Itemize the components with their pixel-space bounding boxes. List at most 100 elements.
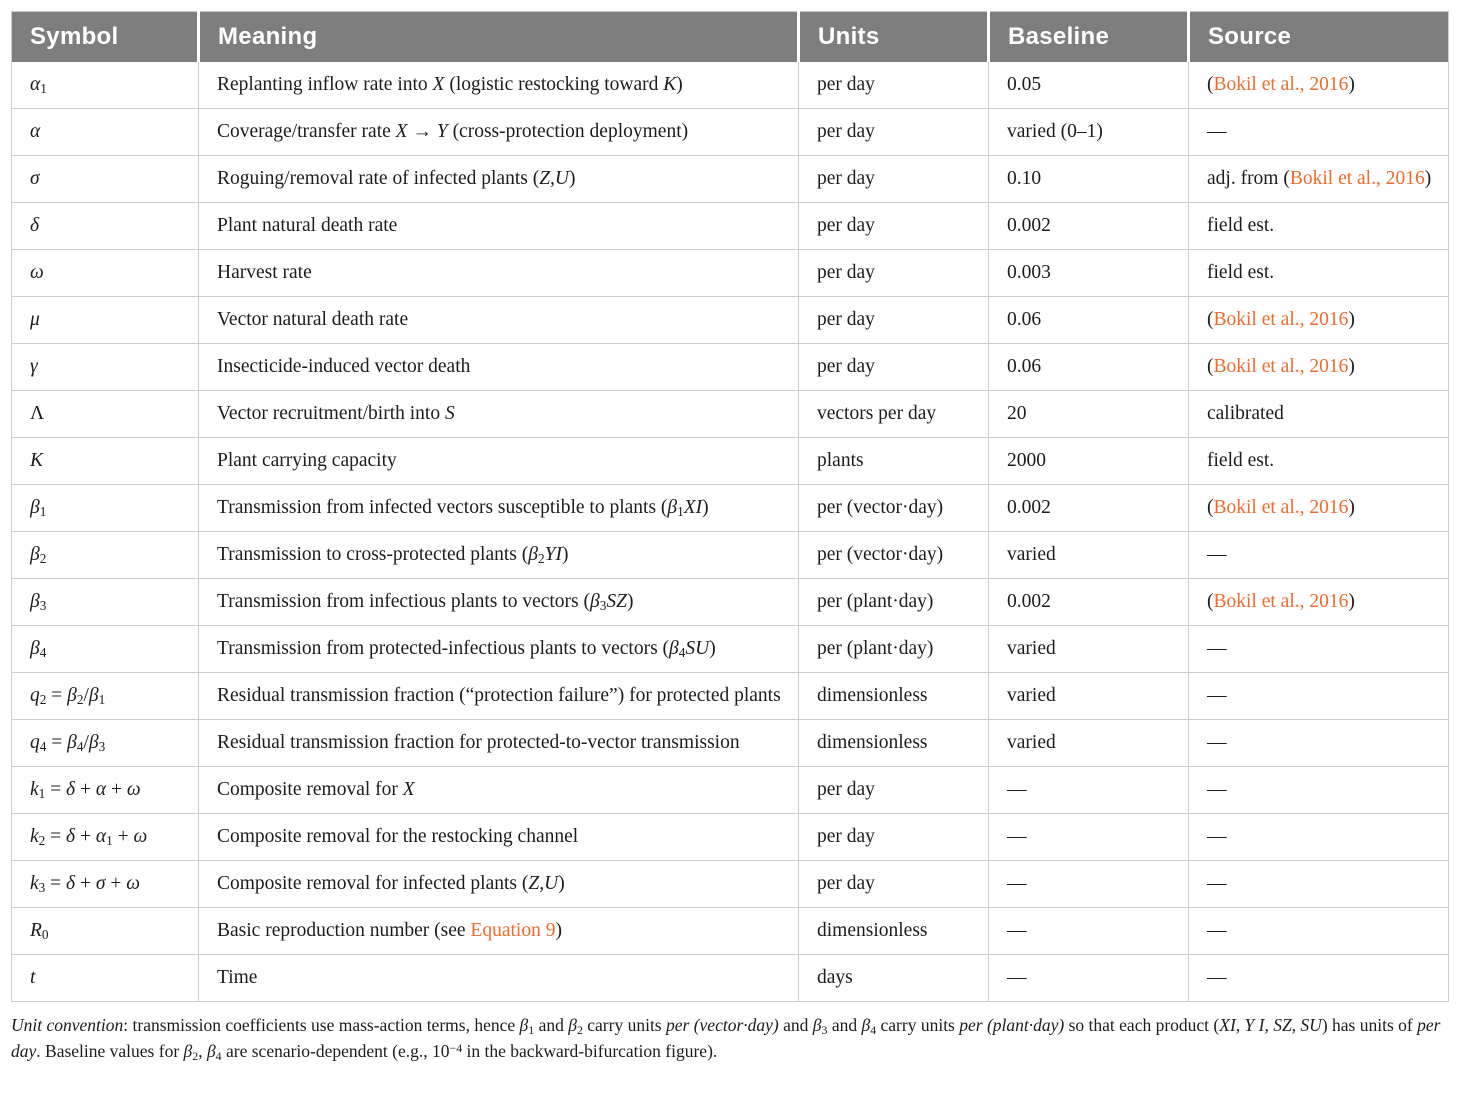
table-row: q2 = β2/β1 Residual transmission fraction… <box>11 672 1449 720</box>
cell-symbol: α1 <box>11 62 199 109</box>
cell-symbol: Λ <box>11 390 199 438</box>
table-row: β4 Transmission from protected-infectious… <box>11 625 1449 673</box>
cell-source: (Bokil et al., 2016) <box>1188 343 1449 391</box>
cell-baseline: — <box>988 907 1189 955</box>
table-row: k2 = δ + α1 + ω Composite removal for the… <box>11 813 1449 861</box>
table-row: q4 = β4/β3 Residual transmission fraction… <box>11 719 1449 767</box>
cell-source: — <box>1188 531 1449 579</box>
cell-baseline: varied <box>988 719 1189 767</box>
cell-symbol: t <box>11 954 199 1002</box>
cell-baseline: varied <box>988 625 1189 673</box>
cell-baseline: 0.05 <box>988 62 1189 109</box>
table-footnote: Unit convention: transmission coefficien… <box>11 1015 1441 1063</box>
cell-units: per day <box>798 249 989 297</box>
cell-meaning: Vector natural death rate <box>198 296 799 344</box>
cell-units: per day <box>798 813 989 861</box>
cell-source: — <box>1188 954 1449 1002</box>
cell-baseline: — <box>988 954 1189 1002</box>
cell-symbol: k3 = δ + σ + ω <box>11 860 199 908</box>
cell-source: field est. <box>1188 202 1449 250</box>
cell-meaning: Harvest rate <box>198 249 799 297</box>
cell-source: (Bokil et al., 2016) <box>1188 484 1449 532</box>
cell-meaning: Transmission from infected vectors susce… <box>198 484 799 532</box>
cell-source: (Bokil et al., 2016) <box>1188 296 1449 344</box>
cell-symbol: β2 <box>11 531 199 579</box>
cell-baseline: 0.003 <box>988 249 1189 297</box>
cell-units: per (vector·day) <box>798 484 989 532</box>
cell-meaning: Vector recruitment/birth into S <box>198 390 799 438</box>
citation-link[interactable]: Bokil et al., 2016 <box>1213 74 1349 95</box>
table-row: α Coverage/transfer rate X → Y (cross-pro… <box>11 108 1449 156</box>
cell-baseline: 0.10 <box>988 155 1189 203</box>
cell-baseline: 0.002 <box>988 484 1189 532</box>
cell-units: dimensionless <box>798 672 989 720</box>
citation-link[interactable]: Bokil et al., 2016 <box>1213 356 1349 377</box>
cell-units: plants <box>798 437 989 485</box>
cell-units: per day <box>798 202 989 250</box>
cell-units: per (plant·day) <box>798 578 989 626</box>
table-row: K Plant carrying capacity plants 2000 field … <box>11 437 1449 485</box>
column-header-meaning: Meaning <box>197 11 799 62</box>
citation-link[interactable]: Bokil et al., 2016 <box>1213 497 1349 518</box>
table-body: α1 Replanting inflow rate into X (logisti… <box>11 62 1449 1002</box>
citation-link[interactable]: Bokil et al., 2016 <box>1213 309 1349 330</box>
table-row: μ Vector natural death rate per day 0.06 (Bo… <box>11 296 1449 344</box>
table-row: t Time days — — <box>11 954 1449 1002</box>
cell-meaning: Plant carrying capacity <box>198 437 799 485</box>
parameter-table: Symbol Meaning Units Baseline Source α1 Repla… <box>11 11 1449 1002</box>
cell-baseline: 2000 <box>988 437 1189 485</box>
column-header-symbol: Symbol <box>11 11 199 62</box>
cell-meaning: Composite removal for infected plants (Z… <box>198 860 799 908</box>
cell-units: per day <box>798 155 989 203</box>
cell-meaning: Replanting inflow rate into X (logistic … <box>198 62 799 109</box>
cell-symbol: β1 <box>11 484 199 532</box>
cell-units: vectors per day <box>798 390 989 438</box>
page: Symbol Meaning Units Baseline Source α1 Repla… <box>11 11 1449 1063</box>
cell-meaning: Time <box>198 954 799 1002</box>
cell-symbol: β4 <box>11 625 199 673</box>
cell-source: (Bokil et al., 2016) <box>1188 62 1449 109</box>
cell-baseline: 0.002 <box>988 578 1189 626</box>
cell-units: per day <box>798 108 989 156</box>
cell-symbol: ω <box>11 249 199 297</box>
table-row: β2 Transmission to cross-protected plants… <box>11 531 1449 579</box>
cell-units: dimensionless <box>798 907 989 955</box>
table-row: σ Roguing/removal rate of infected plants… <box>11 155 1449 203</box>
cell-symbol: γ <box>11 343 199 391</box>
cell-units: per day <box>798 766 989 814</box>
cell-symbol: q4 = β4/β3 <box>11 719 199 767</box>
cell-symbol: β3 <box>11 578 199 626</box>
cell-source: — <box>1188 907 1449 955</box>
cell-meaning: Composite removal for X <box>198 766 799 814</box>
table-row: γ Insecticide-induced vector death per day… <box>11 343 1449 391</box>
table-row: ω Harvest rate per day 0.003 field est. <box>11 249 1449 297</box>
table-row: β1 Transmission from infected vectors sus… <box>11 484 1449 532</box>
citation-link[interactable]: Bokil et al., 2016 <box>1213 591 1349 612</box>
cell-symbol: μ <box>11 296 199 344</box>
cell-meaning: Transmission to cross-protected plants (… <box>198 531 799 579</box>
cell-symbol: k2 = δ + α1 + ω <box>11 813 199 861</box>
cell-meaning: Transmission from protected-infectious p… <box>198 625 799 673</box>
cell-meaning: Roguing/removal rate of infected plants … <box>198 155 799 203</box>
citation-link[interactable]: Bokil et al., 2016 <box>1289 168 1425 189</box>
equation-link[interactable]: Equation 9 <box>470 920 556 941</box>
cell-meaning: Residual transmission fraction for prote… <box>198 719 799 767</box>
cell-baseline: — <box>988 860 1189 908</box>
cell-meaning: Basic reproduction number (see Equation … <box>198 907 799 955</box>
cell-meaning: Coverage/transfer rate X → Y (cross-prot… <box>198 108 799 156</box>
cell-symbol: q2 = β2/β1 <box>11 672 199 720</box>
cell-meaning: Insecticide-induced vector death <box>198 343 799 391</box>
column-header-baseline: Baseline <box>987 11 1189 62</box>
cell-source: — <box>1188 108 1449 156</box>
cell-units: per day <box>798 296 989 344</box>
cell-baseline: varied <box>988 531 1189 579</box>
cell-baseline: varied (0–1) <box>988 108 1189 156</box>
cell-source: adj. from (Bokil et al., 2016) <box>1188 155 1449 203</box>
table-header-row: Symbol Meaning Units Baseline Source <box>11 11 1449 62</box>
cell-source: calibrated <box>1188 390 1449 438</box>
cell-symbol: R0 <box>11 907 199 955</box>
cell-baseline: 20 <box>988 390 1189 438</box>
cell-source: — <box>1188 625 1449 673</box>
cell-symbol: α <box>11 108 199 156</box>
